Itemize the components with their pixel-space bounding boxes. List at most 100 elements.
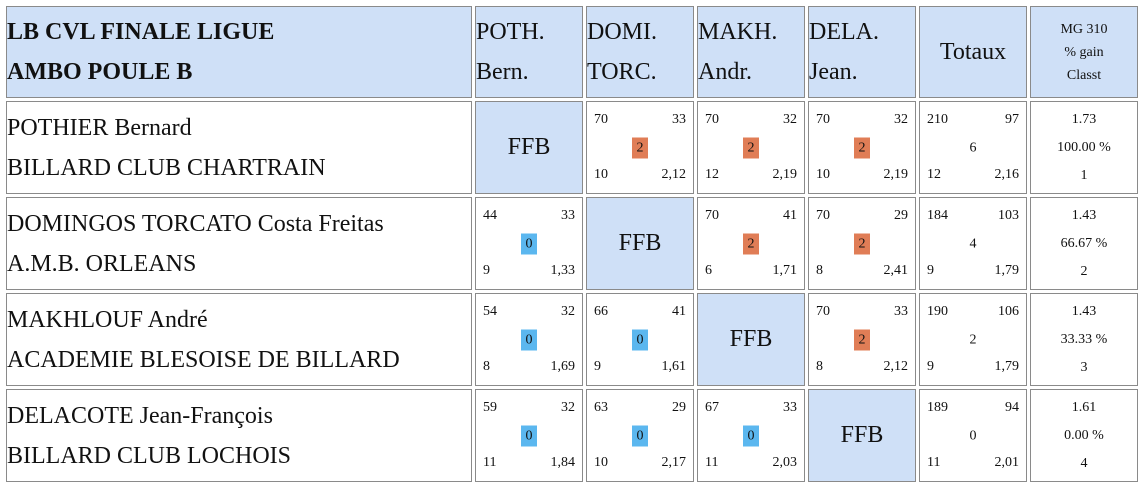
points-scored: 210	[927, 112, 948, 127]
high-run: 11	[927, 455, 941, 470]
average: 1,33	[550, 263, 576, 278]
col-header-line-2: Andr.	[698, 59, 752, 85]
high-run: 10	[816, 167, 830, 182]
col-header-pothier: POTH. Bern.	[475, 6, 583, 98]
player-club: ACADEMIE BLESOISE DE BILLARD	[7, 346, 400, 373]
match-result-cell: 67 33 0 11 2,03	[697, 389, 805, 482]
average: 2,03	[772, 455, 798, 470]
high-run: 8	[816, 359, 823, 374]
total-match-points: 6	[969, 140, 977, 155]
ffb-cell: FFB	[697, 293, 805, 386]
player-row: MAKHLOUF André ACADEMIE BLESOISE DE BILLA…	[6, 293, 1138, 386]
ranking: 3	[1080, 359, 1088, 375]
points-wrapper: 6	[920, 137, 1026, 158]
innings: 32	[894, 112, 908, 127]
average: 2,19	[772, 167, 798, 182]
match-points-badge: 2	[743, 233, 759, 254]
points-scored: 70	[594, 112, 608, 127]
average: 2,41	[883, 263, 909, 278]
points-scored: 189	[927, 400, 948, 415]
player-club: BILLARD CLUB CHARTRAIN	[7, 154, 326, 181]
match-points-badge: 0	[521, 233, 537, 254]
points-wrapper: 0	[587, 329, 693, 350]
high-run: 6	[705, 263, 712, 278]
col-header-line-1: DELA.	[809, 19, 879, 45]
match-points-badge: 0	[632, 329, 648, 350]
innings: 106	[998, 304, 1019, 319]
high-run: 8	[816, 263, 823, 278]
win-percent: 33.33 %	[1060, 331, 1108, 347]
ffb-cell: FFB	[808, 389, 916, 482]
col-header-delacote: DELA. Jean.	[808, 6, 916, 98]
totals-cell: 210 97 6 12 2,16	[919, 101, 1027, 194]
high-run: 10	[594, 455, 608, 470]
general-average: 1.61	[1071, 399, 1097, 415]
col-header-makhlouf: MAKH. Andr.	[697, 6, 805, 98]
points-scored: 70	[816, 208, 830, 223]
col-header-line-2: Bern.	[476, 59, 529, 85]
results-table: LB CVL FINALE LIGUE AMBO POULE B POTH. B…	[3, 3, 1141, 485]
points-wrapper: 2	[809, 329, 915, 350]
mg-header-line-2: % gain	[1064, 44, 1104, 60]
match-result-cell: 66 41 0 9 1,61	[586, 293, 694, 386]
high-run: 11	[705, 455, 719, 470]
points-scored: 184	[927, 208, 948, 223]
mg-header-line-3: Classt	[1066, 67, 1102, 83]
average: 2,17	[661, 455, 687, 470]
player-name: DELACOTE Jean-François	[7, 402, 273, 429]
points-wrapper: 4	[920, 233, 1026, 254]
points-wrapper: 0	[476, 425, 582, 446]
match-points-badge: 0	[521, 425, 537, 446]
stats-cell: 1.73 100.00 % 1	[1030, 101, 1138, 194]
points-scored: 54	[483, 304, 497, 319]
match-result-cell: 44 33 0 9 1,33	[475, 197, 583, 290]
player-cell: POTHIER Bernard BILLARD CLUB CHARTRAIN	[6, 101, 472, 194]
points-scored: 70	[816, 304, 830, 319]
match-points-badge: 2	[632, 137, 648, 158]
ffb-cell: FFB	[475, 101, 583, 194]
average: 1,79	[994, 359, 1020, 374]
table-title: LB CVL FINALE LIGUE AMBO POULE B	[6, 6, 472, 98]
match-points-badge: 2	[854, 233, 870, 254]
innings: 41	[672, 304, 686, 319]
player-cell: DOMINGOS TORCATO Costa Freitas A.M.B. ORL…	[6, 197, 472, 290]
innings: 33	[672, 112, 686, 127]
match-result-cell: 59 32 0 11 1,84	[475, 389, 583, 482]
match-points-badge: 0	[743, 425, 759, 446]
innings: 41	[783, 208, 797, 223]
player-name: POTHIER Bernard	[7, 114, 192, 141]
ranking: 4	[1080, 455, 1088, 471]
col-header-line-2: TORC.	[587, 59, 657, 85]
points-scored: 67	[705, 400, 719, 415]
points-scored: 70	[705, 208, 719, 223]
average: 1,61	[661, 359, 687, 374]
points-scored: 70	[816, 112, 830, 127]
innings: 33	[894, 304, 908, 319]
points-wrapper: 2	[920, 329, 1026, 350]
match-points-badge: 2	[743, 137, 759, 158]
innings: 97	[1005, 112, 1019, 127]
col-header-line-1: POTH.	[476, 19, 545, 45]
points-wrapper: 0	[476, 233, 582, 254]
points-scored: 59	[483, 400, 497, 415]
match-points-badge: 2	[854, 137, 870, 158]
total-match-points: 4	[969, 236, 977, 251]
player-row: POTHIER Bernard BILLARD CLUB CHARTRAIN FFB…	[6, 101, 1138, 194]
general-average: 1.73	[1071, 111, 1097, 127]
innings: 103	[998, 208, 1019, 223]
total-match-points: 0	[969, 428, 977, 443]
match-result-cell: 70 29 2 8 2,41	[808, 197, 916, 290]
high-run: 9	[927, 359, 934, 374]
ffb-cell: FFB	[586, 197, 694, 290]
points-scored: 63	[594, 400, 608, 415]
total-match-points: 2	[969, 332, 977, 347]
match-result-cell: 70 33 2 8 2,12	[808, 293, 916, 386]
player-club: A.M.B. ORLEANS	[7, 250, 197, 277]
match-result-cell: 70 32 2 12 2,19	[697, 101, 805, 194]
general-average: 1.43	[1071, 303, 1097, 319]
points-wrapper: 2	[698, 137, 804, 158]
points-wrapper: 2	[809, 233, 915, 254]
totals-cell: 190 106 2 9 1,79	[919, 293, 1027, 386]
col-header-domingos: DOMI. TORC.	[586, 6, 694, 98]
average: 1,79	[994, 263, 1020, 278]
